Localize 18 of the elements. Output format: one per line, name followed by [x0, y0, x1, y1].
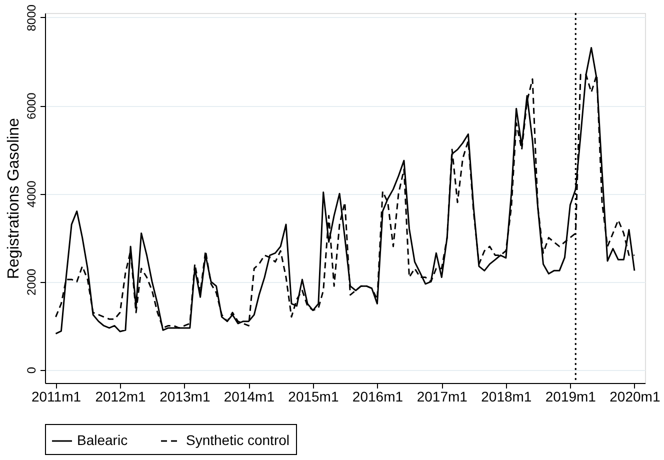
- x-tick-label: 2017m1: [416, 388, 468, 404]
- legend-label: Synthetic control: [186, 432, 290, 448]
- y-tick-label: 0: [24, 366, 38, 374]
- legend-label: Balearic: [77, 432, 128, 448]
- y-tick-label: 2000: [24, 268, 38, 296]
- y-tick-label: 6000: [24, 92, 38, 120]
- x-tick-label: 2016m1: [352, 388, 404, 404]
- x-tick-label: 2015m1: [288, 388, 339, 404]
- x-tick-label: 2018m1: [481, 388, 532, 404]
- y-tick-label: 4000: [24, 180, 38, 208]
- y-axis-title: Registrations Gasoline: [6, 118, 22, 279]
- x-tick-label: 2019m1: [545, 388, 596, 404]
- y-tick-label: 8000: [24, 4, 38, 32]
- x-tick-label: 2014m1: [224, 388, 275, 404]
- x-tick-label: 2020m1: [610, 388, 660, 404]
- x-tick-label: 2011m1: [31, 388, 82, 404]
- x-tick-label: 2012m1: [95, 388, 146, 404]
- x-tick-label: 2013m1: [160, 388, 210, 404]
